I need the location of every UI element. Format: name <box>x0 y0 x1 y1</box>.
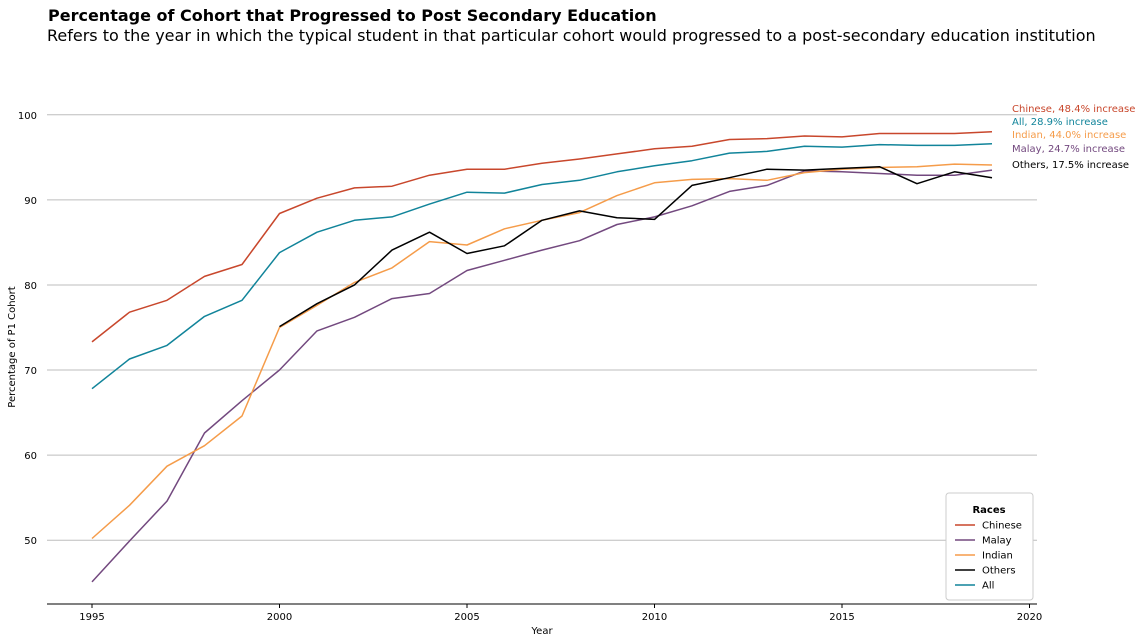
end-label-all: All, 28.9% increase <box>1012 117 1108 128</box>
legend-title: Races <box>972 505 1005 516</box>
series-line-chinese <box>91 131 993 343</box>
end-label-chinese: Chinese, 48.4% increase <box>1012 104 1135 115</box>
axes: 50 60 70 80 90 100 1995 2000 2005 2010 2015 2020 <box>18 111 1042 623</box>
x-tick-label: 2000 <box>267 612 292 623</box>
end-label-others: Others, 17.5% increase <box>1012 160 1129 171</box>
end-labels: Chinese, 48.4% increase All, 28.9% increa… <box>1012 104 1135 171</box>
series-line-all <box>91 142 993 390</box>
y-axis-label: Percentage of P1 Cohort <box>7 286 18 407</box>
legend-frame <box>945 492 1034 601</box>
x-tick-label: 2005 <box>454 612 479 623</box>
chart-subtitle: Refers to the year in which the typical … <box>47 26 1096 45</box>
x-axis-label: Year <box>530 626 553 637</box>
series-line-malay <box>91 169 993 583</box>
chart-title: Percentage of Cohort that Progressed to … <box>48 6 657 25</box>
legend-label-chinese: Chinese <box>982 521 1022 532</box>
x-tick-label: 2010 <box>642 612 667 623</box>
end-label-malay: Malay, 24.7% increase <box>1012 144 1125 155</box>
legend-label-malay: Malay <box>982 536 1012 547</box>
series-lines <box>91 131 993 583</box>
legend-label-indian: Indian <box>982 551 1013 562</box>
y-tick-label: 80 <box>24 281 37 292</box>
legend: Races Chinese Malay Indian Others All <box>945 492 1034 601</box>
end-label-indian: Indian, 44.0% increase <box>1012 130 1126 141</box>
x-tick-label: 1995 <box>79 612 104 623</box>
legend-label-others: Others <box>982 566 1016 577</box>
x-tick-label: 2020 <box>1017 612 1042 623</box>
y-tick-label: 50 <box>24 536 37 547</box>
grid-lines <box>47 114 1037 541</box>
x-tick-label: 2015 <box>829 612 854 623</box>
legend-label-all: All <box>982 581 994 592</box>
y-tick-label: 100 <box>18 111 37 122</box>
y-tick-label: 70 <box>24 366 37 377</box>
y-tick-label: 60 <box>24 451 37 462</box>
series-line-others <box>279 165 993 328</box>
y-tick-label: 90 <box>24 196 37 207</box>
